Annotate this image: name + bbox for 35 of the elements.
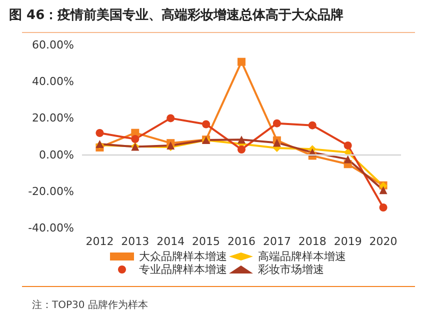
point: [379, 204, 388, 212]
x-tick-label: 2014: [156, 235, 185, 248]
point: [344, 155, 352, 164]
x-tick-label: 2015: [192, 235, 220, 248]
legend-label: 彩妆市场增速: [258, 263, 324, 276]
point: [166, 114, 175, 122]
point: [272, 119, 281, 128]
x-tick-label: 2012: [86, 235, 114, 248]
point: [379, 186, 388, 194]
y-tick-label: 40.00%: [32, 75, 74, 88]
point: [308, 121, 316, 130]
point: [96, 129, 104, 138]
x-tick-label: 2017: [262, 235, 291, 248]
legend-label: 专业品牌样本增速: [139, 263, 227, 276]
y-tick-label: 0.00%: [39, 148, 74, 162]
y-tick-label: -20.00%: [28, 184, 74, 198]
point: [238, 145, 246, 154]
x-tick-label: 2020: [369, 235, 398, 248]
x-tick-label: 2016: [228, 235, 256, 248]
legend-label: 高端品牌样本增速: [258, 250, 346, 263]
point: [202, 120, 210, 128]
y-tick-label: 20.00%: [32, 112, 74, 125]
x-tick-label: 2013: [121, 235, 150, 248]
y-tick-label: 60.00%: [32, 38, 74, 52]
y-tick-label: -40.00%: [28, 222, 74, 234]
point: [238, 58, 246, 66]
point: [131, 135, 140, 144]
x-tick-label: 2019: [334, 235, 362, 248]
point: [272, 138, 281, 147]
text: 注：TOP30 品牌作为样本: [32, 298, 148, 312]
point: [238, 136, 246, 144]
x-tick-label: 2018: [298, 235, 326, 248]
legend-label: 大众品牌样本增速: [139, 250, 227, 263]
point: [344, 141, 352, 150]
chart-title: 图 46：疫情前美国专业、高端彩妆增速总体高于大众品牌: [9, 7, 344, 23]
